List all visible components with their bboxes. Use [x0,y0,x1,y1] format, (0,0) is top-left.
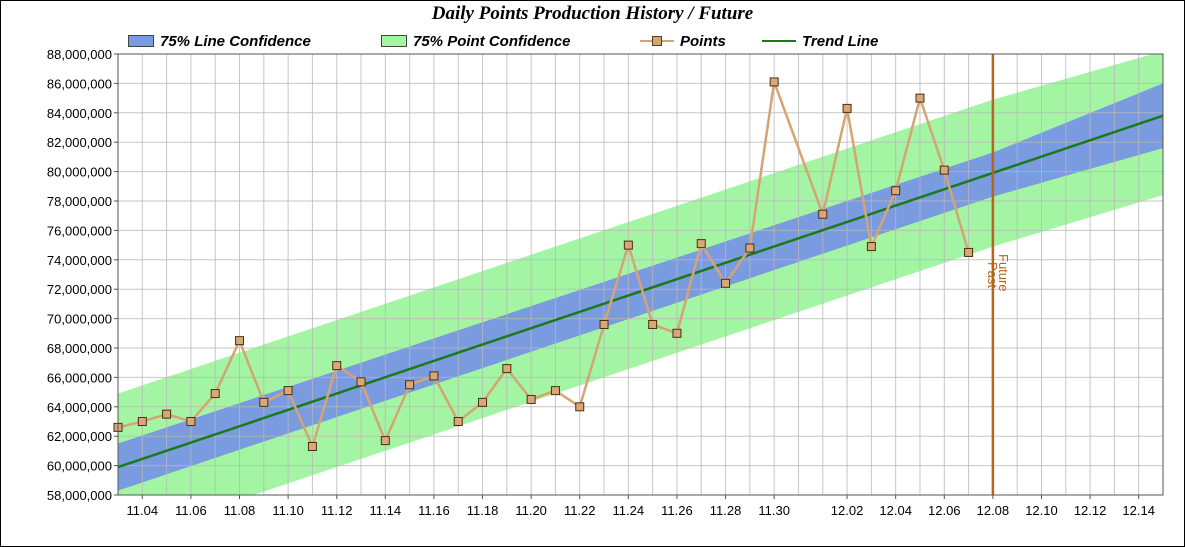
x-tick-label: 11.22 [564,503,596,518]
x-tick-label: 11.14 [370,503,402,518]
legend-item-trend: Trend Line [762,31,878,51]
plot-area [118,54,1163,495]
y-tick-label: 72,000,000 [47,282,112,297]
y-tick-label: 74,000,000 [47,253,112,268]
y-tick-label: 62,000,000 [47,429,112,444]
point-marker [137,417,147,426]
point-marker [599,319,609,329]
y-tick-label: 60,000,000 [47,459,112,474]
x-tick-label: 11.10 [272,503,304,518]
point-marker [939,165,949,175]
x-tick-label: 12.14 [1122,503,1155,518]
point-marker [283,386,293,396]
legend-swatch-line-confidence [128,35,154,47]
y-tick-label: 58,000,000 [47,488,112,503]
x-tick-label: 11.08 [224,503,256,518]
plot-border [117,53,1164,496]
point-marker [550,386,560,396]
x-tick-label: 11.26 [661,503,693,518]
legend-label-trend: Trend Line [802,32,879,50]
future-label: Future [996,254,1011,292]
point-marker [210,389,220,399]
y-tick-label: 82,000,000 [47,135,112,150]
y-tick-label: 76,000,000 [47,223,112,238]
point-marker [259,397,269,407]
point-marker [721,278,731,288]
point-marker [186,417,196,426]
point-marker [575,402,585,412]
point-marker [307,441,317,451]
legend-item-point-confidence: 75% Point Confidence [381,31,571,51]
y-tick-label: 64,000,000 [47,400,112,415]
x-tick-label: 12.10 [1025,503,1058,518]
point-marker [502,364,512,374]
y-tick-label: 68,000,000 [47,341,112,356]
point-marker [769,77,779,87]
x-tick-label: 11.12 [321,503,353,518]
x-tick-label: 11.18 [467,503,499,518]
legend-label-point-confidence: 75% Point Confidence [413,32,571,50]
point-marker [380,436,390,446]
legend-item-line-confidence: 75% Line Confidence [128,31,311,51]
point-marker [745,243,755,253]
y-tick-label: 70,000,000 [47,312,112,327]
legend-label-line-confidence: 75% Line Confidence [160,32,311,50]
point-marker [623,240,633,250]
x-tick-label: 11.28 [710,503,742,518]
legend-glyph-trend [762,34,796,48]
x-tick-label: 12.04 [879,503,912,518]
legend-glyph-points [640,34,674,48]
y-tick-label: 84,000,000 [47,106,112,121]
point-marker [915,93,925,103]
x-tick-label: 11.04 [127,503,159,518]
x-tick-label: 11.24 [613,503,645,518]
point-marker [405,380,415,390]
point-marker [478,397,488,407]
trend-line [118,114,1163,469]
y-tick-label: 80,000,000 [47,165,112,180]
y-tick-label: 66,000,000 [47,370,112,385]
x-tick-label: 12.12 [1074,503,1107,518]
x-tick-label: 11.20 [515,503,547,518]
x-tick-label: 12.02 [831,503,864,518]
y-tick-label: 88,000,000 [47,47,112,62]
chart-title: Daily Points Production History / Future [431,3,754,24]
past-label: Past [985,262,1000,288]
x-tick-label: 12.06 [928,503,961,518]
point-marker [453,417,463,426]
point-marker [842,103,852,113]
point-marker [964,247,974,257]
legend-item-points: Points [640,31,726,51]
x-tick-label: 12.08 [977,503,1010,518]
y-tick-label: 86,000,000 [47,76,112,91]
point-marker [429,371,439,381]
point-marker [162,409,172,419]
legend-swatch-point-confidence [381,35,407,47]
point-marker [866,242,876,252]
point-marker [648,319,658,329]
y-tick-label: 78,000,000 [47,194,112,209]
point-marker [818,209,828,219]
point-marker [891,186,901,196]
x-tick-label: 11.16 [418,503,450,518]
x-tick-label: 11.30 [758,503,790,518]
point-marker [526,394,536,404]
point-marker [332,361,342,371]
point-marker [356,377,366,387]
point-marker [235,336,245,346]
legend-label-points: Points [680,32,726,50]
point-marker [696,239,706,249]
point-marker [672,328,682,338]
x-tick-label: 11.06 [175,503,207,518]
